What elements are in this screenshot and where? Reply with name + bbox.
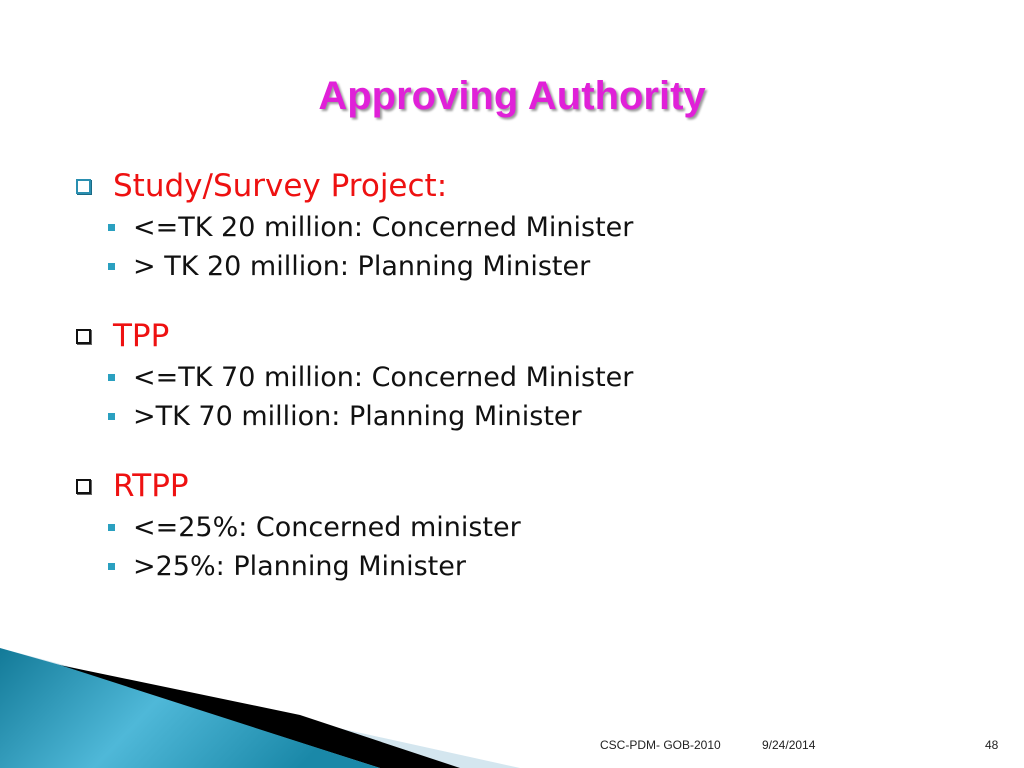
list-item: <=25%: Concerned minister: [133, 512, 521, 543]
section-heading: TPP: [113, 318, 170, 354]
page-number: 48: [985, 738, 999, 752]
list-item: >TK 70 million: Planning Minister: [133, 401, 582, 432]
square-bullet-icon: [108, 263, 115, 270]
section-tpp: TPP <=TK 70 million: Concerned Minister …: [76, 314, 633, 436]
square-bullet-icon: [76, 328, 91, 344]
list-item: <=TK 70 million: Concerned Minister: [133, 362, 634, 393]
section-study-survey: Study/Survey Project: <=TK 20 million: C…: [76, 164, 633, 286]
footer-source: CSC-PDM- GOB-2010: [600, 738, 721, 752]
square-bullet-icon: [76, 478, 91, 494]
footer-date: 9/24/2014: [762, 738, 816, 752]
list-item: <=TK 20 million: Concerned Minister: [133, 212, 634, 243]
list-item: > TK 20 million: Planning Minister: [133, 251, 591, 282]
list-item: >25%: Planning Minister: [133, 551, 466, 582]
section-heading: RTPP: [113, 468, 189, 504]
square-bullet-icon: [108, 413, 115, 420]
square-bullet-icon: [108, 374, 115, 381]
section-rtpp: RTPP <=25%: Concerned minister >25%: Pla…: [76, 464, 521, 586]
square-bullet-icon: [108, 224, 115, 231]
square-bullet-icon: [76, 178, 91, 194]
section-heading: Study/Survey Project:: [113, 168, 448, 204]
square-bullet-icon: [108, 524, 115, 531]
square-bullet-icon: [108, 563, 115, 570]
slide-title: Approving Authority: [318, 74, 706, 118]
